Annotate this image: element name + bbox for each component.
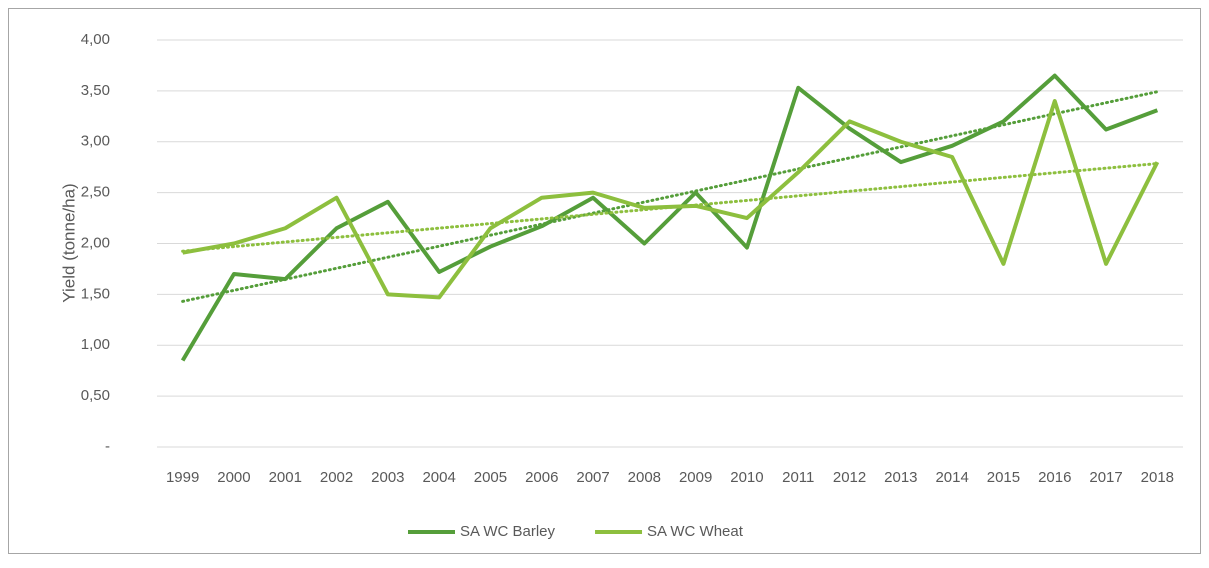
x-tick-label: 2004 — [422, 469, 455, 486]
y-tick-label: 0,50 — [81, 387, 110, 404]
x-tick-label: 2012 — [833, 469, 866, 486]
x-tick-label: 2017 — [1089, 469, 1122, 486]
x-tick-label: 2000 — [217, 469, 250, 486]
x-tick-label: 2015 — [987, 469, 1020, 486]
y-tick-label: 3,50 — [81, 82, 110, 99]
y-axis-label: Yield (tonne/ha) — [59, 183, 78, 302]
y-tick-label: 3,00 — [81, 133, 110, 150]
x-tick-label: 2003 — [371, 469, 404, 486]
legend-label: SA WC Wheat — [647, 523, 744, 540]
x-tick-label: 2009 — [679, 469, 712, 486]
chart-frame — [8, 8, 1201, 554]
y-tick-label: 2,50 — [81, 184, 110, 201]
x-tick-label: 2014 — [935, 469, 968, 486]
x-tick-label: 2016 — [1038, 469, 1071, 486]
y-tick-label: - — [105, 438, 110, 455]
x-tick-label: 2005 — [474, 469, 507, 486]
trend-line — [181, 90, 1159, 303]
x-tick-label: 2011 — [782, 469, 814, 486]
legend-label: SA WC Barley — [460, 523, 556, 540]
x-tick-label: 2007 — [576, 469, 609, 486]
x-tick-label: 2002 — [320, 469, 353, 486]
y-tick-label: 1,50 — [81, 285, 110, 302]
x-tick-label: 2001 — [269, 469, 302, 486]
x-tick-label: 2008 — [628, 469, 661, 486]
y-tick-label: 1,00 — [81, 336, 110, 353]
y-tick-label: 4,00 — [81, 31, 110, 48]
x-tick-label: 2013 — [884, 469, 917, 486]
x-tick-label: 1999 — [166, 469, 199, 486]
x-tick-label: 2006 — [525, 469, 558, 486]
y-tick-label: 2,00 — [81, 234, 110, 251]
x-tick-label: 2010 — [730, 469, 763, 486]
x-tick-label: 2018 — [1141, 469, 1174, 486]
trend-line — [181, 162, 1159, 253]
